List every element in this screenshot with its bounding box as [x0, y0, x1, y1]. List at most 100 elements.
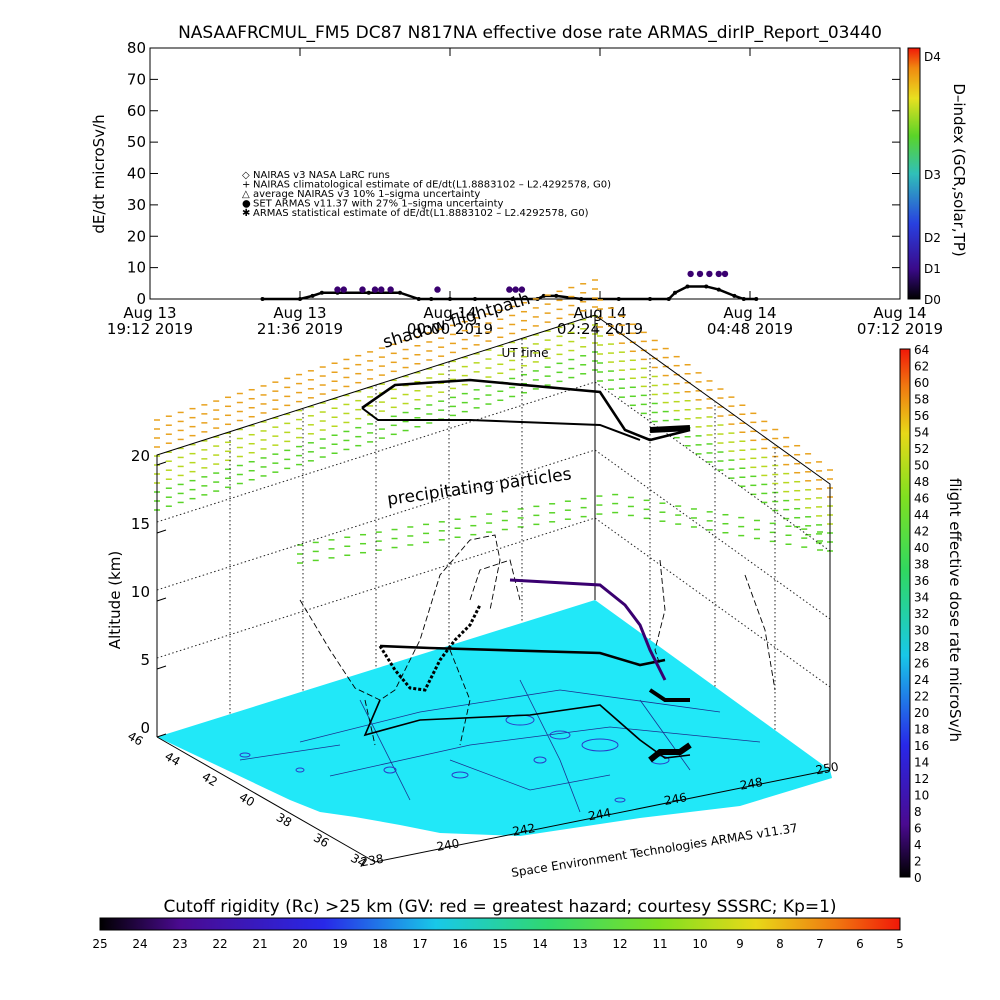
x-tick-label-date: Aug 13: [273, 304, 326, 322]
d-index-tick: D3: [924, 168, 941, 182]
x-tick-label-time: 04:48 2019: [707, 320, 793, 338]
legend-symbol: ●: [242, 199, 251, 210]
dose-rate-x-label: UT time: [501, 346, 548, 360]
data-point: [366, 290, 371, 295]
y-tick-label: 70: [127, 70, 146, 88]
cutoff-tick: 13: [572, 937, 587, 951]
cutoff-tick: 24: [132, 937, 147, 951]
cutoff-colorbar: [99, 917, 901, 931]
altitude-ticks: 0 5 10 15 20: [131, 447, 167, 738]
contour-spot: [549, 730, 571, 740]
d-index-tick: D1: [924, 262, 941, 276]
latitude-axis: [156, 736, 376, 863]
data-point: [715, 270, 722, 278]
cutoff-tick: 23: [172, 937, 187, 951]
d-index-label: D–index (GCR,solar,TP): [950, 83, 968, 256]
cutoff-tick: 6: [856, 937, 864, 951]
dose-colorbar-tick: 22: [914, 690, 929, 704]
d-index-colorbar: [907, 47, 921, 300]
latitude-tick: 44: [162, 749, 182, 769]
cutoff-tick: 17: [412, 937, 427, 951]
data-point: [579, 297, 584, 301]
data-point: [732, 293, 737, 298]
dose-colorbar-tick: 48: [914, 475, 929, 489]
x-tick-label-date: Aug 14: [423, 304, 476, 322]
dose-colorbar-tick: 42: [914, 525, 929, 539]
data-point: [616, 297, 621, 301]
data-point: [685, 284, 690, 289]
dose-colorbar-tick: 6: [914, 822, 922, 836]
contour-spot: [383, 766, 397, 774]
data-point: [754, 297, 759, 301]
dose-colorbar-tick: 58: [914, 393, 929, 407]
y-tick-label: 10: [127, 259, 146, 277]
y-tick-label: 60: [127, 102, 146, 120]
x-tick-label-date: Aug 14: [723, 304, 776, 322]
data-point: [398, 290, 402, 295]
legend-entry: NAIRAS v3 NASA LaRC runs: [253, 170, 390, 181]
dose-colorbar-tick: 30: [914, 624, 929, 638]
contour-spot: [451, 771, 469, 779]
map-dose-contours: [239, 714, 670, 803]
d-index-tick: D0: [924, 293, 941, 307]
altitude-tick: 5: [140, 651, 150, 669]
contour-spot: [239, 752, 251, 758]
dose-rate-series: [260, 270, 759, 301]
dose-colorbar-tick: 12: [914, 772, 929, 786]
cutoff-tick: 11: [652, 937, 667, 951]
dose-colorbar-tick: 36: [914, 574, 929, 588]
data-point: [673, 290, 677, 295]
y-tick-label: 30: [127, 196, 146, 214]
ground-map: [157, 600, 832, 836]
data-point: [554, 293, 559, 298]
data-point: [319, 290, 324, 295]
flight-track-climb: [378, 604, 482, 692]
data-point: [510, 297, 515, 301]
longitude-tick: 246: [663, 790, 688, 808]
data-point: [506, 286, 513, 293]
contour-spot: [581, 738, 619, 752]
longitude-axis: [374, 769, 831, 863]
dose-colorbar-tick: 40: [914, 541, 929, 555]
dose-colorbar-tick: 54: [914, 426, 929, 440]
box-frame: [156, 314, 831, 770]
dose-colorbar-ticks: 0246810121416182022242628303234363840424…: [914, 343, 929, 885]
flight-track-cluster: [649, 425, 691, 433]
dose-colorbar-tick: 60: [914, 376, 929, 390]
cutoff-tick: 25: [92, 937, 107, 951]
cutoff-tick: 12: [612, 937, 627, 951]
dose-colorbar-tick: 24: [914, 673, 929, 687]
altitude-label: Altitude (km): [106, 551, 124, 649]
cutoff-tick: 10: [692, 937, 707, 951]
latitude-tick: 40: [237, 790, 257, 810]
data-point: [429, 297, 434, 301]
longitude-tick: 240: [435, 836, 460, 854]
data-point: [387, 286, 394, 293]
data-point: [687, 270, 694, 278]
flight-track-high: [361, 407, 641, 441]
legend-symbol: +: [242, 180, 250, 191]
series-line: [262, 285, 757, 301]
dose-colorbar-tick: 16: [914, 739, 929, 753]
dose-colorbar: [899, 348, 911, 878]
data-point: [334, 286, 341, 293]
x-tick-label-time: 07:12 2019: [857, 320, 943, 338]
altitude-tick: 10: [131, 583, 150, 601]
altitude-tick: 0: [140, 719, 150, 737]
data-point: [371, 286, 379, 293]
y-tick-label: 80: [127, 39, 146, 57]
altitude-tick-mark: [156, 597, 167, 602]
flight-track-low: [379, 644, 666, 667]
dose-colorbar-tick: 28: [914, 640, 929, 654]
y-tick-label: 50: [127, 133, 146, 151]
data-point: [448, 297, 452, 301]
dose-colorbar-tick: 44: [914, 508, 929, 522]
data-point: [512, 286, 519, 293]
data-point: [473, 297, 477, 301]
flight-track-mid: [509, 578, 667, 681]
contour-spot: [614, 797, 626, 803]
data-point: [434, 286, 441, 293]
data-point: [666, 297, 671, 301]
